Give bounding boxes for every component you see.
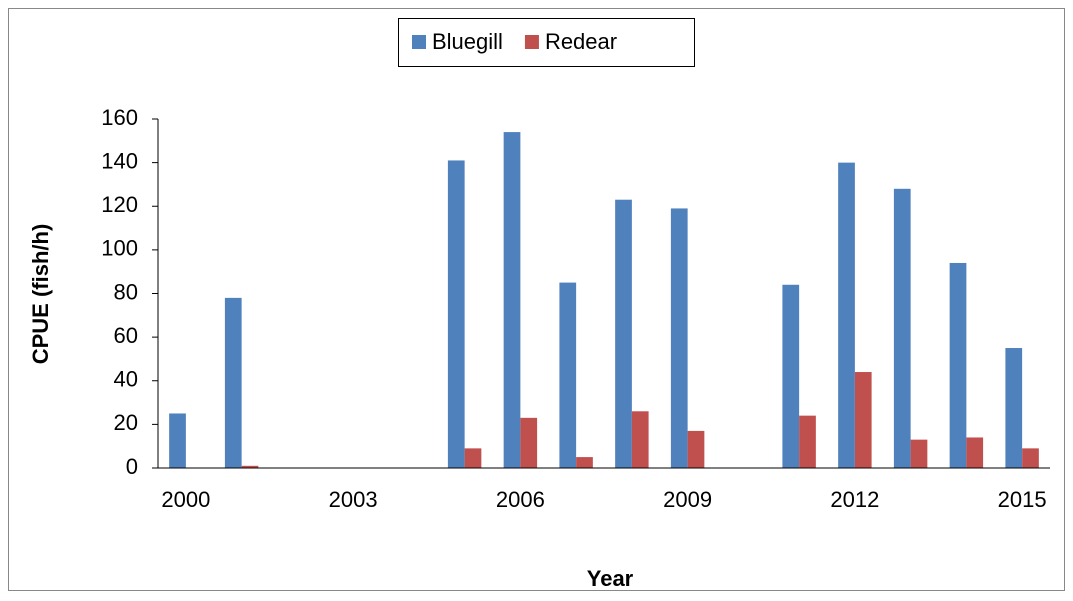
bar: [464, 448, 482, 468]
bar: [838, 162, 855, 468]
bar: [1005, 348, 1023, 468]
bar: [520, 417, 538, 468]
bar: [910, 439, 928, 468]
bar: [1022, 448, 1039, 468]
bar: [503, 132, 521, 468]
bar: [966, 437, 984, 468]
bar: [576, 457, 593, 468]
bar: [893, 188, 911, 469]
x-tick-label: 2015: [998, 487, 1047, 512]
x-tick-label: 2003: [329, 487, 378, 512]
y-tick-label: 40: [114, 367, 138, 392]
y-tick-label: 60: [114, 323, 138, 348]
bar: [224, 297, 242, 468]
y-tick-label: 140: [101, 148, 138, 173]
legend-box: [398, 18, 695, 67]
bar: [241, 465, 259, 468]
x-tick-label: 2000: [161, 487, 210, 512]
y-tick-label: 100: [101, 236, 138, 261]
y-tick-label: 80: [114, 279, 138, 304]
legend-swatch: [524, 35, 539, 49]
x-axis-title: Year: [587, 566, 634, 591]
bar: [799, 415, 816, 468]
x-tick-label: 2006: [496, 487, 545, 512]
bar: [615, 199, 632, 469]
chart-frame: [8, 8, 1065, 591]
x-tick-label: 2012: [830, 487, 879, 512]
bar: [670, 208, 688, 468]
bar: [169, 413, 186, 468]
legend-label: Redear: [545, 29, 617, 54]
bar: [687, 430, 705, 468]
legend-swatch: [412, 35, 426, 49]
y-tick-label: 0: [126, 454, 138, 479]
bar: [854, 372, 872, 468]
y-tick-label: 120: [101, 192, 138, 217]
x-tick-label: 2009: [663, 487, 712, 512]
bar: [631, 411, 649, 468]
y-tick-label: 160: [101, 105, 138, 130]
y-axis-title: CPUE (fish/h): [28, 224, 53, 365]
bar: [559, 282, 577, 468]
bar: [782, 284, 800, 468]
bar: [949, 262, 967, 468]
bar: [447, 160, 465, 468]
y-tick-label: 20: [114, 410, 138, 435]
legend-label: Bluegill: [432, 29, 503, 54]
